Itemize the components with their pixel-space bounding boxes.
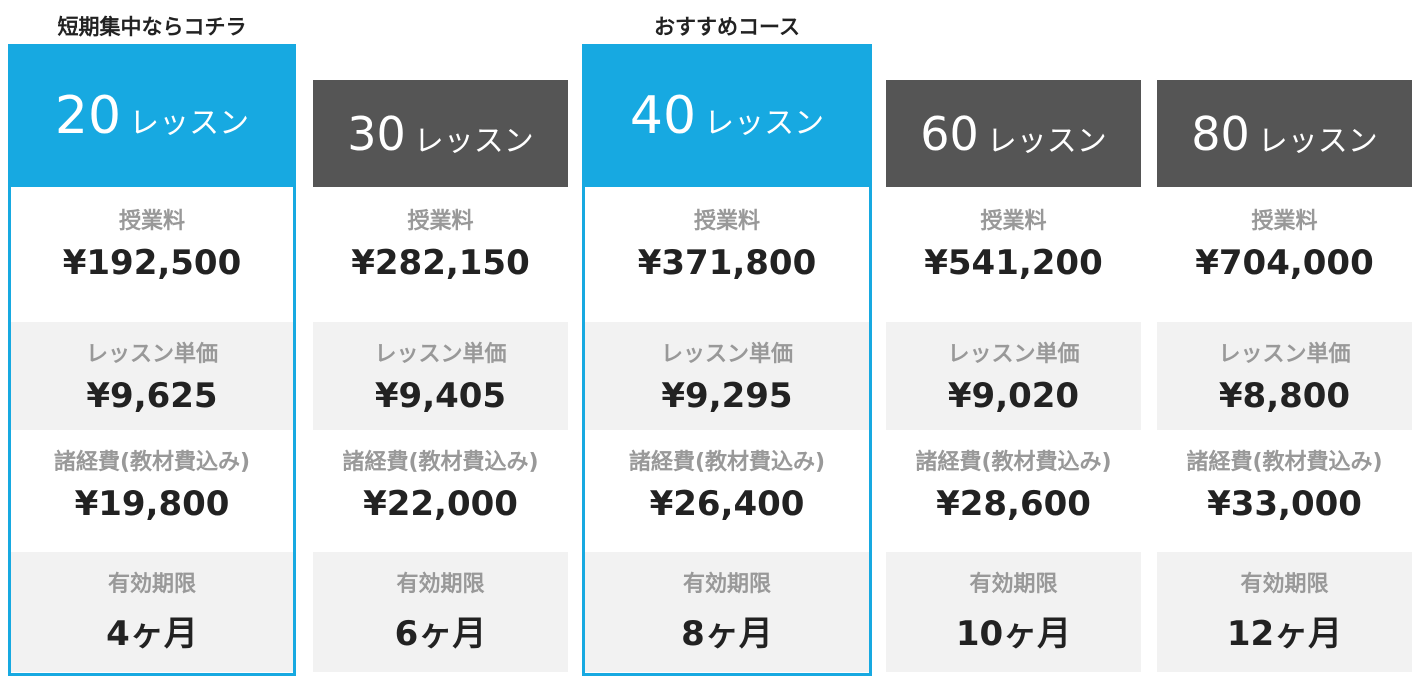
unit_price-row: レッスン単価 ¥9,295 [585, 322, 869, 430]
expenses-value: ¥33,000 [1207, 484, 1362, 524]
expenses-label: 諸経費(教材費込み) [342, 450, 539, 475]
fee-value: ¥371,800 [637, 243, 817, 283]
plan-header: 60 レッスン [886, 80, 1141, 187]
plan-column: 60 レッスン授業料 ¥541,200 レッスン単価 ¥9,020 諸経費(教材費込み) ¥… [886, 80, 1141, 672]
expenses-value: ¥22,000 [363, 484, 518, 524]
unit_price-row: レッスン単価 ¥9,625 [11, 322, 293, 430]
unit_price-value: ¥9,625 [86, 376, 218, 416]
validity-label: 有効期限 [1240, 572, 1329, 597]
unit_price-label: レッスン単価 [85, 342, 218, 367]
validity-value: 8ヶ月 [681, 614, 773, 654]
plan-badge: 短期集中ならコチラ [57, 15, 247, 39]
fee-row: 授業料 ¥541,200 [886, 187, 1141, 322]
fee-label: 授業料 [407, 209, 474, 234]
validity-row: 有効期限 6ヶ月 [313, 552, 568, 672]
fee-row: 授業料 ¥192,500 [11, 187, 293, 322]
expenses-label: 諸経費(教材費込み) [915, 450, 1112, 475]
fee-value: ¥704,000 [1195, 243, 1374, 283]
unit_price-row: レッスン単価 ¥8,800 [1157, 322, 1412, 430]
expenses-value: ¥19,800 [74, 484, 230, 524]
expenses-row: 諸経費(教材費込み) ¥33,000 [1157, 430, 1412, 552]
lesson-count: 80 [1191, 106, 1250, 161]
unit_price-row: レッスン単価 ¥9,405 [313, 322, 568, 430]
lesson-unit: レッスン [1257, 123, 1378, 159]
fee-value: ¥282,150 [351, 243, 530, 283]
expenses-row: 諸経費(教材費込み) ¥28,600 [886, 430, 1141, 552]
validity-row: 有効期限 10ヶ月 [886, 552, 1141, 672]
validity-value: 12ヶ月 [1226, 614, 1343, 654]
fee-label: 授業料 [980, 209, 1047, 234]
plan-header: 40 レッスン [585, 44, 869, 187]
unit_price-value: ¥9,405 [374, 376, 507, 416]
plan-column: 短期集中ならコチラ 20 レッスン授業料 ¥192,500 レッスン単価 ¥9,625 諸経… [8, 15, 296, 676]
validity-label: 有効期限 [682, 572, 771, 597]
lesson-unit: レッスン [129, 105, 250, 141]
fee-row: 授業料 ¥371,800 [585, 187, 869, 322]
lesson-count: 30 [347, 106, 406, 161]
unit_price-label: レッスン単価 [1218, 342, 1351, 367]
expenses-row: 諸経費(教材費込み) ¥26,400 [585, 430, 869, 552]
expenses-row: 諸経費(教材費込み) ¥19,800 [11, 430, 293, 552]
expenses-value: ¥28,600 [936, 484, 1091, 524]
plan-header: 80 レッスン [1157, 80, 1412, 187]
unit_price-label: レッスン単価 [660, 342, 793, 367]
fee-value: ¥192,500 [62, 243, 242, 283]
unit_price-label: レッスン単価 [947, 342, 1080, 367]
fee-row: 授業料 ¥282,150 [313, 187, 568, 322]
fee-label: 授業料 [693, 209, 760, 234]
validity-row: 有効期限 8ヶ月 [585, 552, 869, 672]
lesson-count: 20 [54, 85, 122, 146]
lesson-count: 60 [920, 106, 979, 161]
unit_price-row: レッスン単価 ¥9,020 [886, 322, 1141, 430]
validity-row: 有効期限 12ヶ月 [1157, 552, 1412, 672]
plan-column: 80 レッスン授業料 ¥704,000 レッスン単価 ¥8,800 諸経費(教材費込み) ¥… [1157, 80, 1412, 672]
plan-column: おすすめコース 40 レッスン授業料 ¥371,800 レッスン単価 ¥9,295 諸経費(… [582, 15, 872, 676]
expenses-row: 諸経費(教材費込み) ¥22,000 [313, 430, 568, 552]
lesson-count: 40 [629, 85, 697, 146]
plan-header: 30 レッスン [313, 80, 568, 187]
validity-row: 有効期限 4ヶ月 [11, 552, 293, 672]
unit_price-label: レッスン単価 [374, 342, 507, 367]
lesson-unit: レッスン [986, 123, 1107, 159]
expenses-label: 諸経費(教材費込み) [53, 450, 251, 475]
expenses-value: ¥26,400 [649, 484, 805, 524]
expenses-label: 諸経費(教材費込み) [1186, 450, 1383, 475]
fee-value: ¥541,200 [924, 243, 1103, 283]
unit_price-value: ¥8,800 [1218, 376, 1351, 416]
validity-label: 有効期限 [107, 572, 196, 597]
validity-value: 10ヶ月 [955, 614, 1072, 654]
plan-header: 20 レッスン [11, 44, 293, 187]
unit_price-value: ¥9,295 [661, 376, 793, 416]
plan-column: 30 レッスン授業料 ¥282,150 レッスン単価 ¥9,405 諸経費(教材費込み) ¥… [313, 80, 568, 672]
lesson-unit: レッスン [413, 123, 534, 159]
fee-label: 授業料 [1251, 209, 1318, 234]
validity-value: 4ヶ月 [106, 614, 198, 654]
unit_price-value: ¥9,020 [947, 376, 1080, 416]
lesson-unit: レッスン [704, 105, 825, 141]
plan-badge: おすすめコース [654, 15, 800, 39]
validity-label: 有効期限 [969, 572, 1058, 597]
expenses-label: 諸経費(教材費込み) [628, 450, 826, 475]
validity-value: 6ヶ月 [394, 614, 487, 654]
validity-label: 有効期限 [396, 572, 485, 597]
fee-label: 授業料 [118, 209, 185, 234]
fee-row: 授業料 ¥704,000 [1157, 187, 1412, 322]
